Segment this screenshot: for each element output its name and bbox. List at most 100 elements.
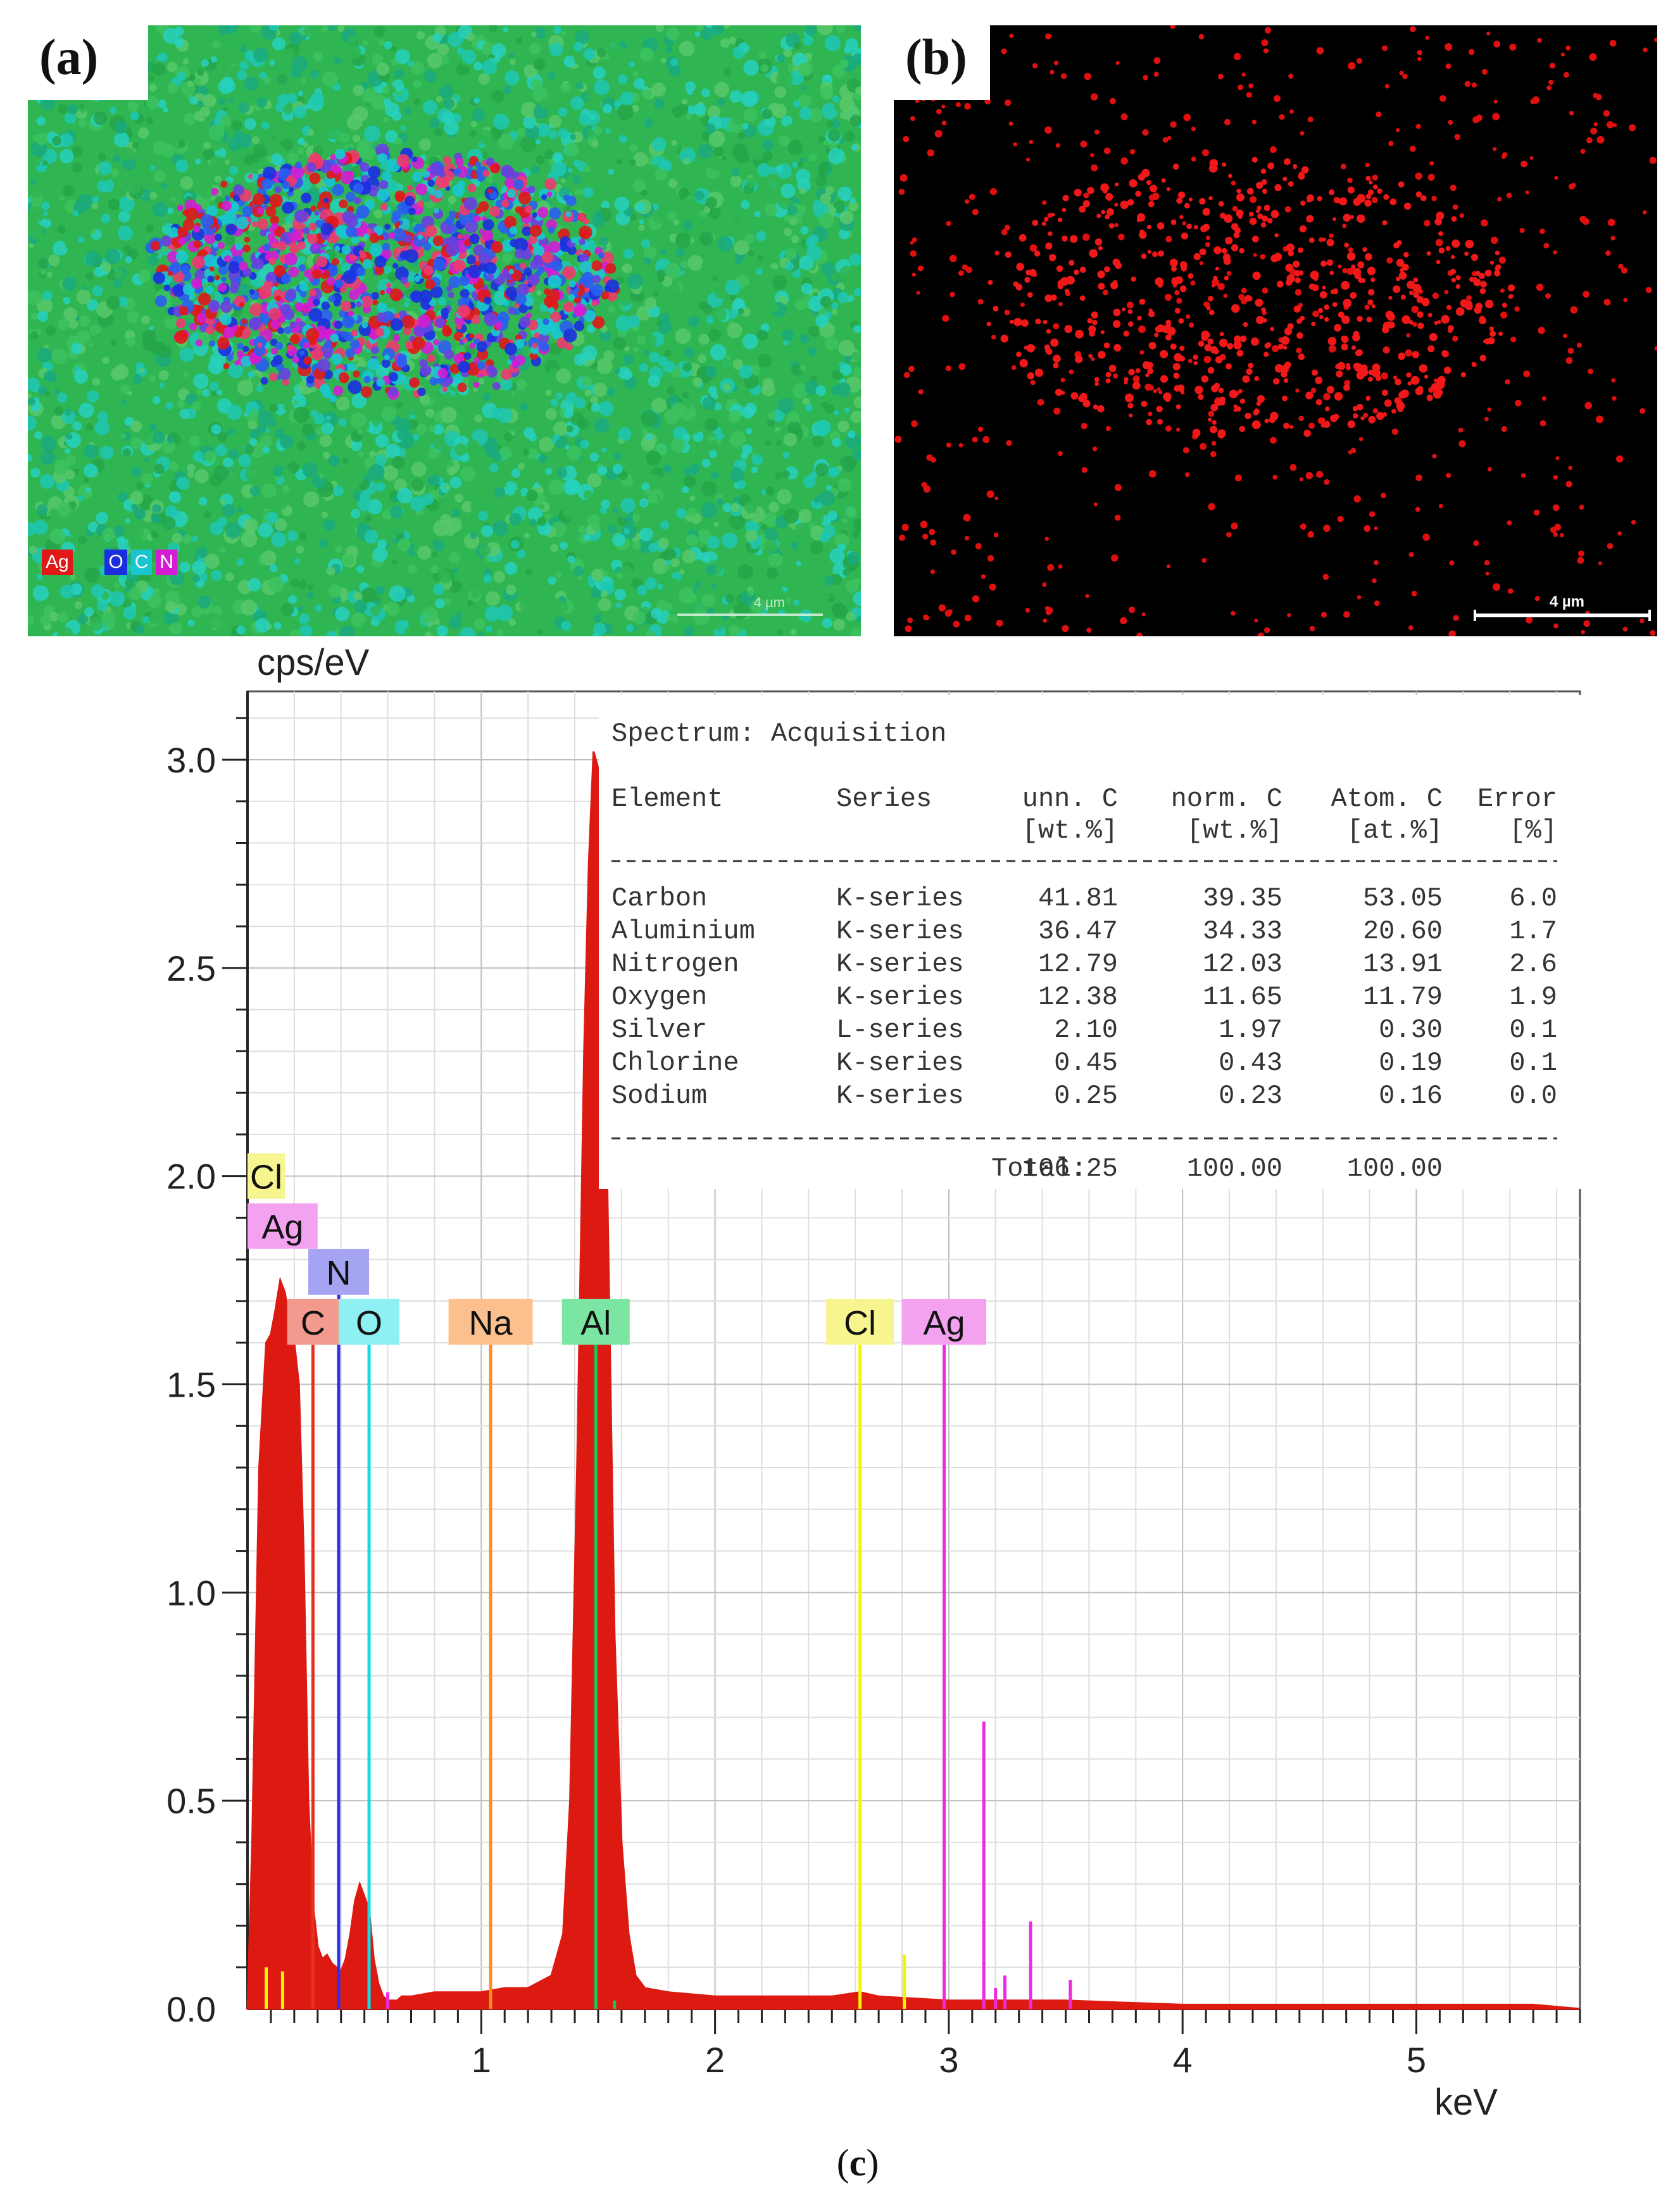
element-particle [308, 308, 323, 322]
texture-dot [729, 431, 746, 448]
texture-dot [597, 47, 606, 58]
texture-dot [338, 418, 347, 427]
element-particle [425, 279, 436, 290]
element-particle [412, 336, 425, 350]
texture-dot [688, 316, 699, 327]
element-particle [503, 300, 510, 306]
element-particle [460, 218, 467, 225]
texture-dot [437, 79, 446, 88]
texture-dot [808, 625, 824, 636]
texture-dot [821, 263, 835, 276]
texture-dot [745, 529, 758, 542]
texture-dot [353, 592, 363, 601]
silver-dot [1272, 345, 1279, 353]
texture-dot [550, 398, 558, 407]
element-particle [469, 333, 475, 339]
texture-dot [679, 404, 696, 420]
texture-dot [248, 420, 258, 430]
silver-dot [929, 529, 936, 536]
texture-dot [641, 189, 648, 197]
silver-dot [1607, 218, 1615, 227]
texture-dot [197, 595, 211, 609]
texture-dot [744, 304, 761, 320]
texture-dot [594, 417, 610, 433]
texture-dot [497, 629, 504, 636]
silver-dot [1231, 610, 1236, 616]
texture-dot [801, 85, 807, 91]
texture-dot [837, 291, 849, 304]
silver-dot [1114, 484, 1122, 491]
texture-dot [243, 518, 258, 533]
texture-dot [114, 582, 120, 589]
texture-dot [534, 27, 546, 39]
silver-dot [1553, 532, 1558, 537]
texture-dot [503, 27, 508, 32]
texture-dot [744, 501, 757, 514]
element-particle [463, 197, 477, 211]
element-particle [527, 186, 536, 194]
silver-dot [1241, 287, 1247, 294]
silver-dot [1347, 177, 1353, 184]
silver-dot [989, 583, 996, 591]
texture-dot [517, 549, 526, 559]
element-particle [234, 276, 241, 284]
texture-dot [828, 148, 845, 165]
silver-dot [994, 496, 999, 501]
silver-dot [1538, 327, 1545, 334]
texture-dot [701, 458, 711, 468]
texture-dot [36, 116, 46, 126]
silver-dot [1127, 301, 1134, 309]
silver-dot [1444, 289, 1449, 294]
texture-dot [82, 345, 97, 361]
element-particle [444, 349, 454, 360]
scale-bar-a-label: 4 µm [753, 595, 785, 610]
silver-dot [1399, 70, 1404, 75]
texture-dot [121, 400, 127, 406]
texture-dot [597, 465, 608, 476]
element-particle [203, 254, 216, 267]
element-particle [308, 276, 314, 282]
silver-dot [1307, 531, 1315, 538]
texture-dot [165, 222, 172, 230]
texture-dot [183, 113, 196, 125]
silver-dot [1289, 464, 1297, 471]
texture-dot [374, 600, 380, 606]
element-particle [236, 350, 244, 358]
texture-dot [299, 580, 308, 589]
element-particle [442, 325, 450, 332]
texture-dot [262, 446, 270, 454]
texture-dot [65, 448, 71, 455]
texture-dot [592, 632, 599, 636]
texture-dot [810, 541, 824, 555]
texture-dot [561, 620, 572, 631]
silver-dot [1308, 422, 1315, 429]
element-particle [453, 168, 461, 176]
texture-dot [727, 322, 743, 338]
silver-dot [1410, 26, 1416, 32]
texture-dot [142, 337, 156, 351]
texture-dot [158, 99, 166, 109]
texture-dot [104, 248, 120, 265]
texture-dot [660, 520, 670, 530]
silver-dot [1374, 600, 1380, 607]
silver-dot [1435, 239, 1443, 247]
texture-dot [301, 77, 306, 84]
silver-dot [1415, 123, 1421, 129]
texture-dot [291, 394, 307, 409]
element-particle [453, 353, 464, 364]
texture-dot [492, 113, 510, 130]
element-particle [339, 286, 347, 293]
texture-dot [775, 165, 784, 173]
texture-dot [382, 85, 390, 94]
texture-dot [137, 127, 149, 139]
texture-dot [737, 480, 746, 489]
texture-dot [296, 545, 304, 554]
silver-dot [1501, 154, 1506, 160]
element-particle [168, 227, 179, 238]
element-particle [362, 258, 373, 269]
element-particle [206, 205, 218, 217]
silver-dot [1534, 596, 1540, 601]
element-particle [482, 170, 490, 177]
texture-dot [770, 587, 785, 602]
element-particle [548, 275, 561, 289]
